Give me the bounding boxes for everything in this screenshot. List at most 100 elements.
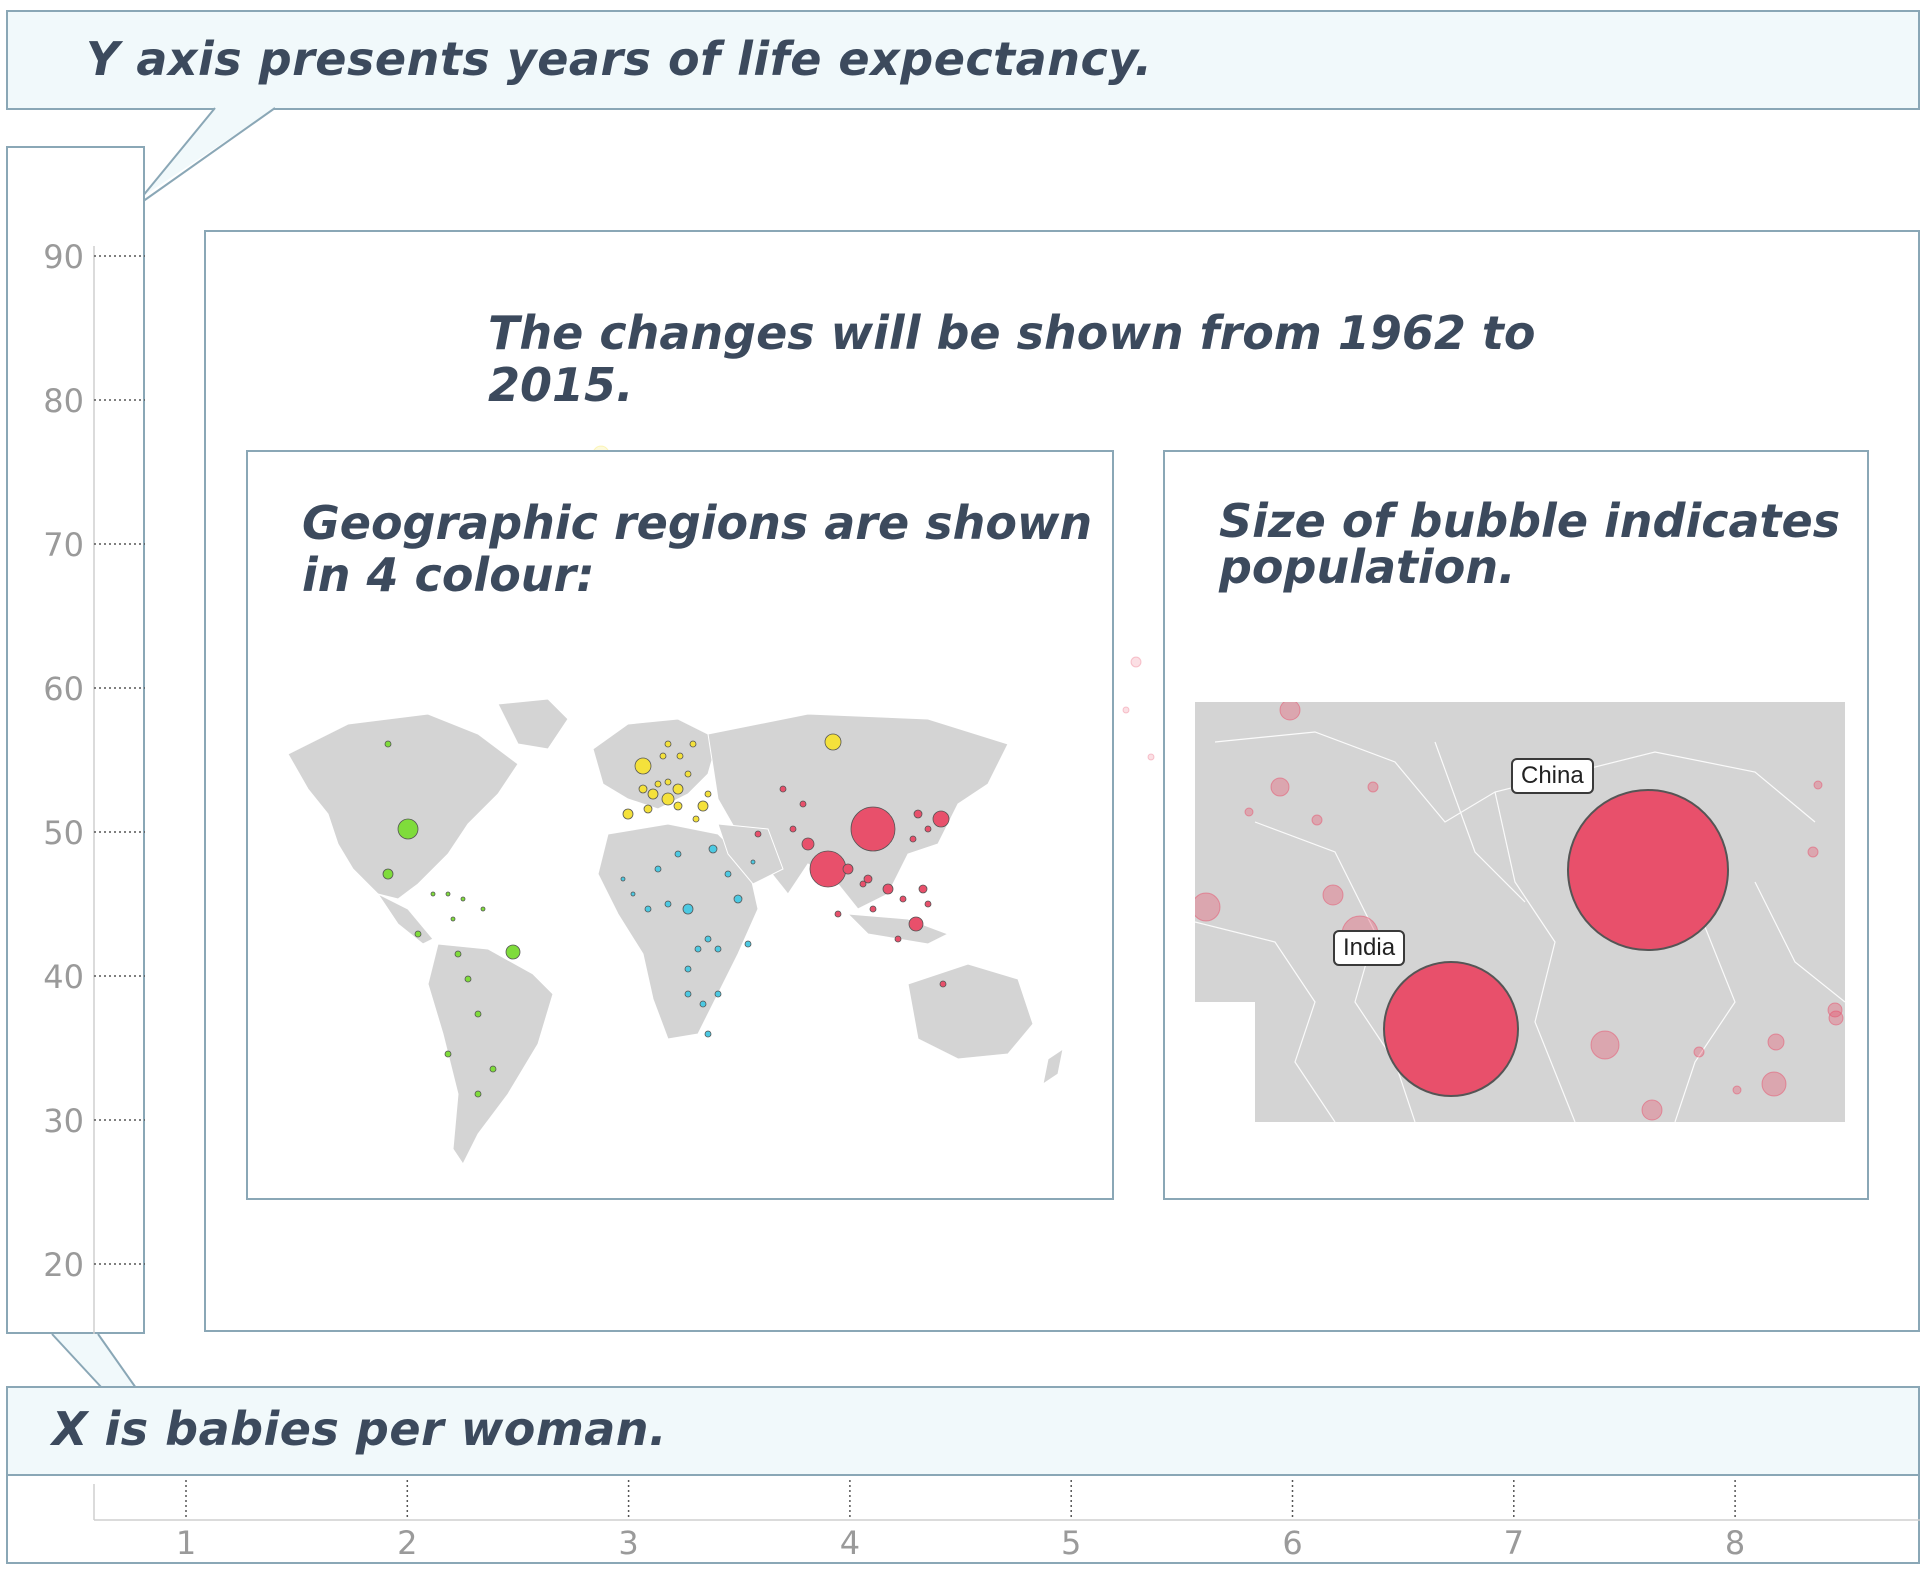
region-dot [809,850,847,888]
region-dot [714,990,722,998]
faint-bubble [1641,1099,1663,1121]
region-dot [661,792,675,806]
regions-title-line1: Geographic regions are shown [302,496,1093,550]
regions-title: Geographic regions are shown in 4 colour… [302,496,1102,602]
region-dot [801,837,815,851]
y-tick-label: 20 [43,1246,84,1284]
y-axis: 20 30 40 50 60 70 80 90 [43,238,145,1334]
region-dot [444,1050,452,1058]
faint-bubble [1807,846,1819,858]
region-dot [654,865,662,873]
region-dot [699,1000,707,1008]
x-callout-pointer [51,1333,137,1389]
region-dot [924,825,932,833]
faint-bubble [1195,892,1221,922]
region-dot [708,844,718,854]
region-dot [672,783,684,795]
china-bubble [1567,789,1729,951]
region-dot [414,930,422,938]
faint-bubble [1761,1071,1787,1097]
region-dot [480,906,486,912]
region-dot [464,975,472,983]
region-dot [505,944,521,960]
region-dot [382,868,394,880]
faded-bubble [1147,753,1155,761]
region-dot [474,1010,482,1018]
region-dot [918,884,928,894]
region-dot [684,990,692,998]
faint-bubble [1732,1085,1742,1095]
faint-bubble [1244,807,1254,817]
y-tick-label: 60 [43,670,84,708]
faint-bubble [1693,1046,1705,1058]
region-dot [692,815,700,823]
region-dot [697,800,709,812]
region-dot [939,980,947,988]
faint-bubble [1828,1010,1844,1026]
region-dot [863,874,873,884]
region-dot [682,903,694,915]
x-tick-label: 4 [840,1524,860,1562]
region-dot [824,733,842,751]
region-dot [733,894,743,904]
south-america-land [427,943,554,1165]
y-tick-label: 80 [43,382,84,420]
region-dot [622,808,634,820]
region-dot [445,891,451,897]
region-dot [673,801,683,811]
y-tick-label: 50 [43,814,84,852]
india-label: India [1333,930,1406,966]
faint-bubble [1827,1002,1843,1018]
y-axis-callout-text: Y axis presents years of life expectancy… [86,32,1153,86]
region-dot [932,810,950,828]
faded-bubble [1122,706,1130,714]
x-axis-callout-text: X is babies per woman. [52,1402,668,1456]
region-dot [397,818,419,840]
china-label: China [1511,758,1594,794]
region-dot [638,784,648,794]
region-dot [664,740,672,748]
x-tick-label: 5 [1061,1524,1081,1562]
y-tick-label: 70 [43,526,84,564]
x-tick-label: 3 [618,1524,638,1562]
region-dot [664,778,672,786]
region-dot [909,835,917,843]
europe-land [592,718,719,810]
region-dot [859,880,867,888]
y-axis-callout: Y axis presents years of life expectancy… [6,10,1920,110]
y-axis-panel: 20 30 40 50 60 70 80 90 [6,146,145,1334]
region-dot [460,896,466,902]
region-dot [924,900,932,908]
x-tick-label: 2 [397,1524,417,1562]
region-dot [643,804,653,814]
x-tick-label: 1 [176,1524,196,1562]
region-dot [704,935,712,943]
central-america-land [376,892,434,945]
region-dot [789,825,797,833]
region-dot [676,752,684,760]
region-dot [644,905,652,913]
region-dot [744,940,752,948]
x-axis: 1 2 3 4 5 6 7 8 [93,1480,1920,1562]
australia-land [907,963,1034,1060]
bubble-size-title-line1: Size of bubble indicates [1219,494,1841,548]
y-tick-label: 30 [43,1102,84,1140]
region-dot [684,965,692,973]
new-zealand-land [1042,1047,1064,1086]
x-tick-label: 8 [1725,1524,1745,1562]
region-dot [689,740,697,748]
region-dot [882,883,894,895]
faint-bubble [1767,1033,1785,1051]
region-dot [489,1065,497,1073]
zoom-map [1195,702,1845,1122]
faint-bubble [1311,814,1323,826]
regions-title-line2: in 4 colour: [302,547,595,602]
region-dot [842,863,854,875]
region-dot [850,806,896,852]
region-dot [450,916,456,922]
y-tick-label: 90 [43,238,84,276]
region-dot [684,770,692,778]
region-dot [754,830,762,838]
region-dots [382,733,950,1098]
region-dot [704,1030,712,1038]
